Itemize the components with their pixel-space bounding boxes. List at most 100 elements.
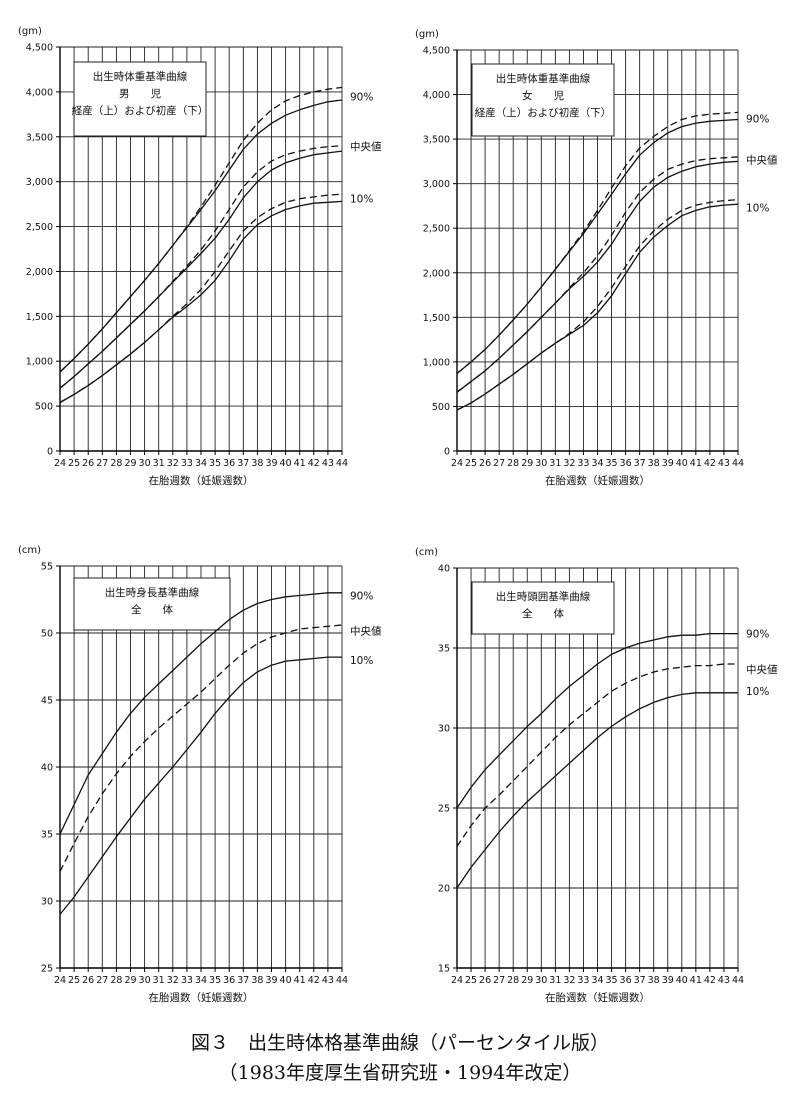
x-tick-label: 40 — [280, 975, 292, 986]
series-line-1 — [456, 632, 738, 809]
x-tick-label: 44 — [732, 975, 744, 986]
series-line-2 — [59, 99, 343, 373]
y-tick-label: 15 — [438, 964, 450, 975]
x-tick-label: 29 — [521, 458, 533, 469]
x-tick-label: 33 — [181, 458, 193, 469]
x-tick-label: 30 — [535, 975, 547, 986]
y-tick-label: 55 — [41, 562, 53, 573]
x-tick-label: 38 — [648, 458, 660, 469]
x-tick-label: 30 — [139, 458, 151, 469]
x-tick-label: 32 — [563, 458, 575, 469]
x-tick-label: 40 — [280, 458, 292, 469]
y-unit-label: (gm) — [415, 29, 439, 40]
x-axis-label: 在胎週数（妊娠週数） — [545, 991, 650, 1004]
x-axis-label: 在胎週数（妊娠週数） — [545, 474, 650, 487]
series-line-2 — [456, 118, 739, 375]
x-tick-label: 26 — [82, 458, 94, 469]
x-tick-label: 42 — [704, 975, 716, 986]
x-tick-label: 32 — [167, 458, 179, 469]
x-tick-label: 37 — [634, 458, 646, 469]
x-tick-label: 27 — [96, 975, 108, 986]
curve-label: 90% — [746, 114, 769, 126]
x-tick-label: 34 — [591, 458, 603, 469]
x-tick-label: 41 — [690, 458, 702, 469]
x-tick-label: 27 — [96, 458, 108, 469]
y-tick-label: 4,500 — [26, 43, 53, 54]
y-tick-label: 3,500 — [26, 132, 53, 143]
x-tick-label: 35 — [606, 975, 618, 986]
x-tick-label: 25 — [68, 458, 80, 469]
chart-title-line: 出生時体重基準曲線 — [496, 72, 591, 85]
x-tick-label: 44 — [336, 975, 348, 986]
x-tick-label: 40 — [676, 975, 688, 986]
chart-1: 0 500 1,000 1,500 2,000 2,500 3,000 3,500 4,000 4… — [18, 26, 382, 487]
series-line-2 — [59, 624, 343, 872]
x-tick-label: 26 — [82, 975, 94, 986]
x-tick-label: 33 — [577, 458, 589, 469]
y-tick-label: 4,000 — [423, 90, 450, 101]
x-tick-label: 31 — [153, 458, 165, 469]
x-tick-label: 30 — [139, 975, 151, 986]
x-tick-label: 35 — [606, 458, 618, 469]
x-tick-label: 43 — [322, 458, 334, 469]
x-tick-label: 30 — [535, 458, 547, 469]
y-tick-label: 40 — [41, 763, 53, 774]
y-tick-label: 3,500 — [423, 135, 450, 146]
curve-label: 90% — [746, 629, 769, 641]
x-tick-label: 42 — [308, 458, 320, 469]
y-tick-label: 500 — [432, 402, 450, 413]
chart-title-line: 全 体 — [522, 607, 564, 620]
x-tick-label: 31 — [153, 975, 165, 986]
y-tick-label: 45 — [41, 696, 53, 707]
x-tick-label: 39 — [662, 458, 674, 469]
y-unit-label: (cm) — [415, 547, 438, 558]
y-tick-label: 3,000 — [26, 177, 53, 188]
curve-label: 中央値 — [746, 663, 778, 676]
x-tick-label: 34 — [591, 975, 603, 986]
x-tick-label: 32 — [563, 975, 575, 986]
x-tick-label: 35 — [209, 975, 221, 986]
x-tick-label: 24 — [54, 975, 66, 986]
x-tick-label: 34 — [195, 975, 207, 986]
x-tick-label: 40 — [676, 458, 688, 469]
x-tick-label: 29 — [521, 975, 533, 986]
x-axis-label: 在胎週数（妊娠週数） — [149, 991, 254, 1004]
y-tick-label: 1,500 — [423, 313, 450, 324]
series-line-6 — [456, 203, 739, 411]
x-tick-label: 36 — [620, 458, 632, 469]
series-line-1 — [59, 592, 342, 835]
series-line-4 — [456, 160, 739, 393]
curve-label: 10% — [746, 686, 769, 698]
chart-title-line: 出生時頭囲基準曲線 — [496, 590, 591, 603]
chart-2: 0 500 1,000 1,500 2,000 2,500 3,000 3,500 4,000 4… — [415, 29, 778, 487]
y-tick-label: 2,000 — [423, 268, 450, 279]
series-line-3 — [59, 656, 342, 915]
x-tick-label: 36 — [223, 458, 235, 469]
x-tick-label: 26 — [479, 975, 491, 986]
chart-title-line: 経産（上）および初産（下） — [475, 106, 612, 119]
chart-title-box — [73, 577, 231, 631]
series-line-6 — [59, 200, 343, 404]
y-tick-label: 25 — [438, 804, 450, 815]
chart-title-box — [73, 61, 207, 137]
series-line-2 — [456, 663, 738, 847]
chart-title-line: 女 児 — [522, 89, 564, 102]
x-tick-label: 25 — [68, 975, 80, 986]
x-tick-label: 41 — [690, 975, 702, 986]
curve-label: 10% — [350, 194, 373, 206]
x-tick-label: 28 — [507, 975, 519, 986]
y-tick-label: 30 — [438, 724, 450, 735]
curve-label: 10% — [746, 203, 769, 215]
x-tick-label: 38 — [251, 458, 263, 469]
x-tick-label: 39 — [265, 975, 277, 986]
y-tick-label: 2,500 — [26, 222, 53, 233]
x-tick-label: 25 — [465, 975, 477, 986]
curve-label: 中央値 — [746, 154, 778, 167]
chart-title-line: 全 体 — [131, 603, 173, 616]
chart-title-box — [471, 581, 615, 635]
y-tick-label: 4,000 — [26, 87, 53, 98]
x-tick-label: 44 — [732, 458, 744, 469]
x-tick-label: 37 — [237, 458, 249, 469]
